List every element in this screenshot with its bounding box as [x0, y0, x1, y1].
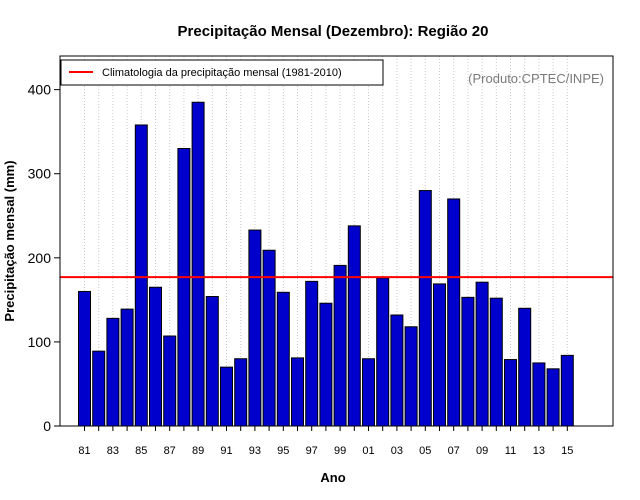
x-tick-label: 15 — [561, 445, 573, 457]
bar-97 — [305, 280, 319, 427]
bar-03 — [390, 314, 404, 427]
bar-88 — [177, 148, 191, 427]
bar-84 — [120, 308, 134, 427]
plot-area-border — [59, 55, 614, 427]
bar-99 — [333, 264, 347, 427]
x-tick-label: 91 — [220, 445, 232, 457]
x-tick-label: 97 — [306, 445, 318, 457]
bar-82 — [92, 350, 106, 427]
x-tick-label: 85 — [135, 445, 147, 457]
credit-text: (Produto:CPTEC/INPE) — [468, 71, 604, 86]
bar-14 — [546, 368, 560, 427]
y-tick-label: 400 — [28, 82, 52, 98]
bar-12 — [518, 307, 532, 427]
bar-13 — [532, 362, 546, 427]
legend: Climatologia da precipitação mensal (198… — [60, 59, 384, 86]
bar-07 — [447, 198, 461, 427]
bar-81 — [78, 290, 91, 427]
bar-00 — [347, 225, 361, 427]
bar-series — [78, 101, 574, 427]
bar-01 — [362, 358, 375, 427]
bar-15 — [560, 354, 574, 427]
bar-05 — [418, 190, 432, 427]
y-axis: 0 100 200 300 400 — [28, 82, 60, 434]
y-axis-label: Precipitação mensal (mm) — [2, 160, 17, 321]
x-tick-label: 95 — [277, 445, 289, 457]
bar-93 — [248, 229, 262, 427]
bar-85 — [134, 124, 148, 427]
y-tick-label: 200 — [28, 250, 52, 266]
x-tick-label: 07 — [448, 445, 460, 457]
y-tick-label: 300 — [28, 166, 52, 182]
x-tick-label: 89 — [192, 445, 204, 457]
bar-09 — [475, 281, 489, 427]
x-tick-label: 87 — [164, 445, 176, 457]
bar-06 — [433, 283, 446, 427]
y-tick-label: 100 — [28, 334, 52, 350]
bar-96 — [291, 357, 304, 427]
legend-label: Climatologia da precipitação mensal (198… — [102, 67, 342, 79]
bar-86 — [149, 286, 162, 427]
bar-90 — [205, 296, 219, 427]
bar-08 — [461, 296, 475, 427]
x-tick-label: 11 — [505, 445, 516, 457]
bar-02 — [376, 277, 390, 427]
x-axis-label: Ano — [320, 470, 345, 485]
bar-92 — [234, 358, 248, 427]
x-tick-label: 01 — [362, 445, 374, 457]
chart-title: Precipitação Mensal (Dezembro): Região 2… — [178, 23, 489, 40]
bar-04 — [404, 326, 418, 427]
bar-10 — [489, 297, 503, 427]
bar-95 — [276, 291, 290, 427]
x-tick-label: 05 — [419, 445, 431, 457]
y-tick-label: 0 — [43, 418, 51, 434]
bar-87 — [163, 335, 177, 427]
bar-91 — [220, 366, 233, 427]
x-tick-label: 83 — [107, 445, 119, 457]
x-tick-label: 09 — [476, 445, 488, 457]
x-tick-label: 13 — [533, 445, 545, 457]
x-tick-label: 81 — [78, 445, 90, 457]
bar-11 — [504, 359, 517, 427]
x-tick-label: 93 — [249, 445, 261, 457]
x-axis: 81 83 85 87 89 91 93 95 97 99 01 03 05 07 09 11 13 15 — [78, 426, 573, 457]
legend-box — [60, 59, 384, 86]
x-tick-label: 99 — [334, 445, 346, 457]
x-tick-label: 03 — [391, 445, 403, 457]
bar-83 — [106, 317, 120, 427]
bar-98 — [319, 302, 333, 427]
bar-89 — [191, 101, 205, 427]
